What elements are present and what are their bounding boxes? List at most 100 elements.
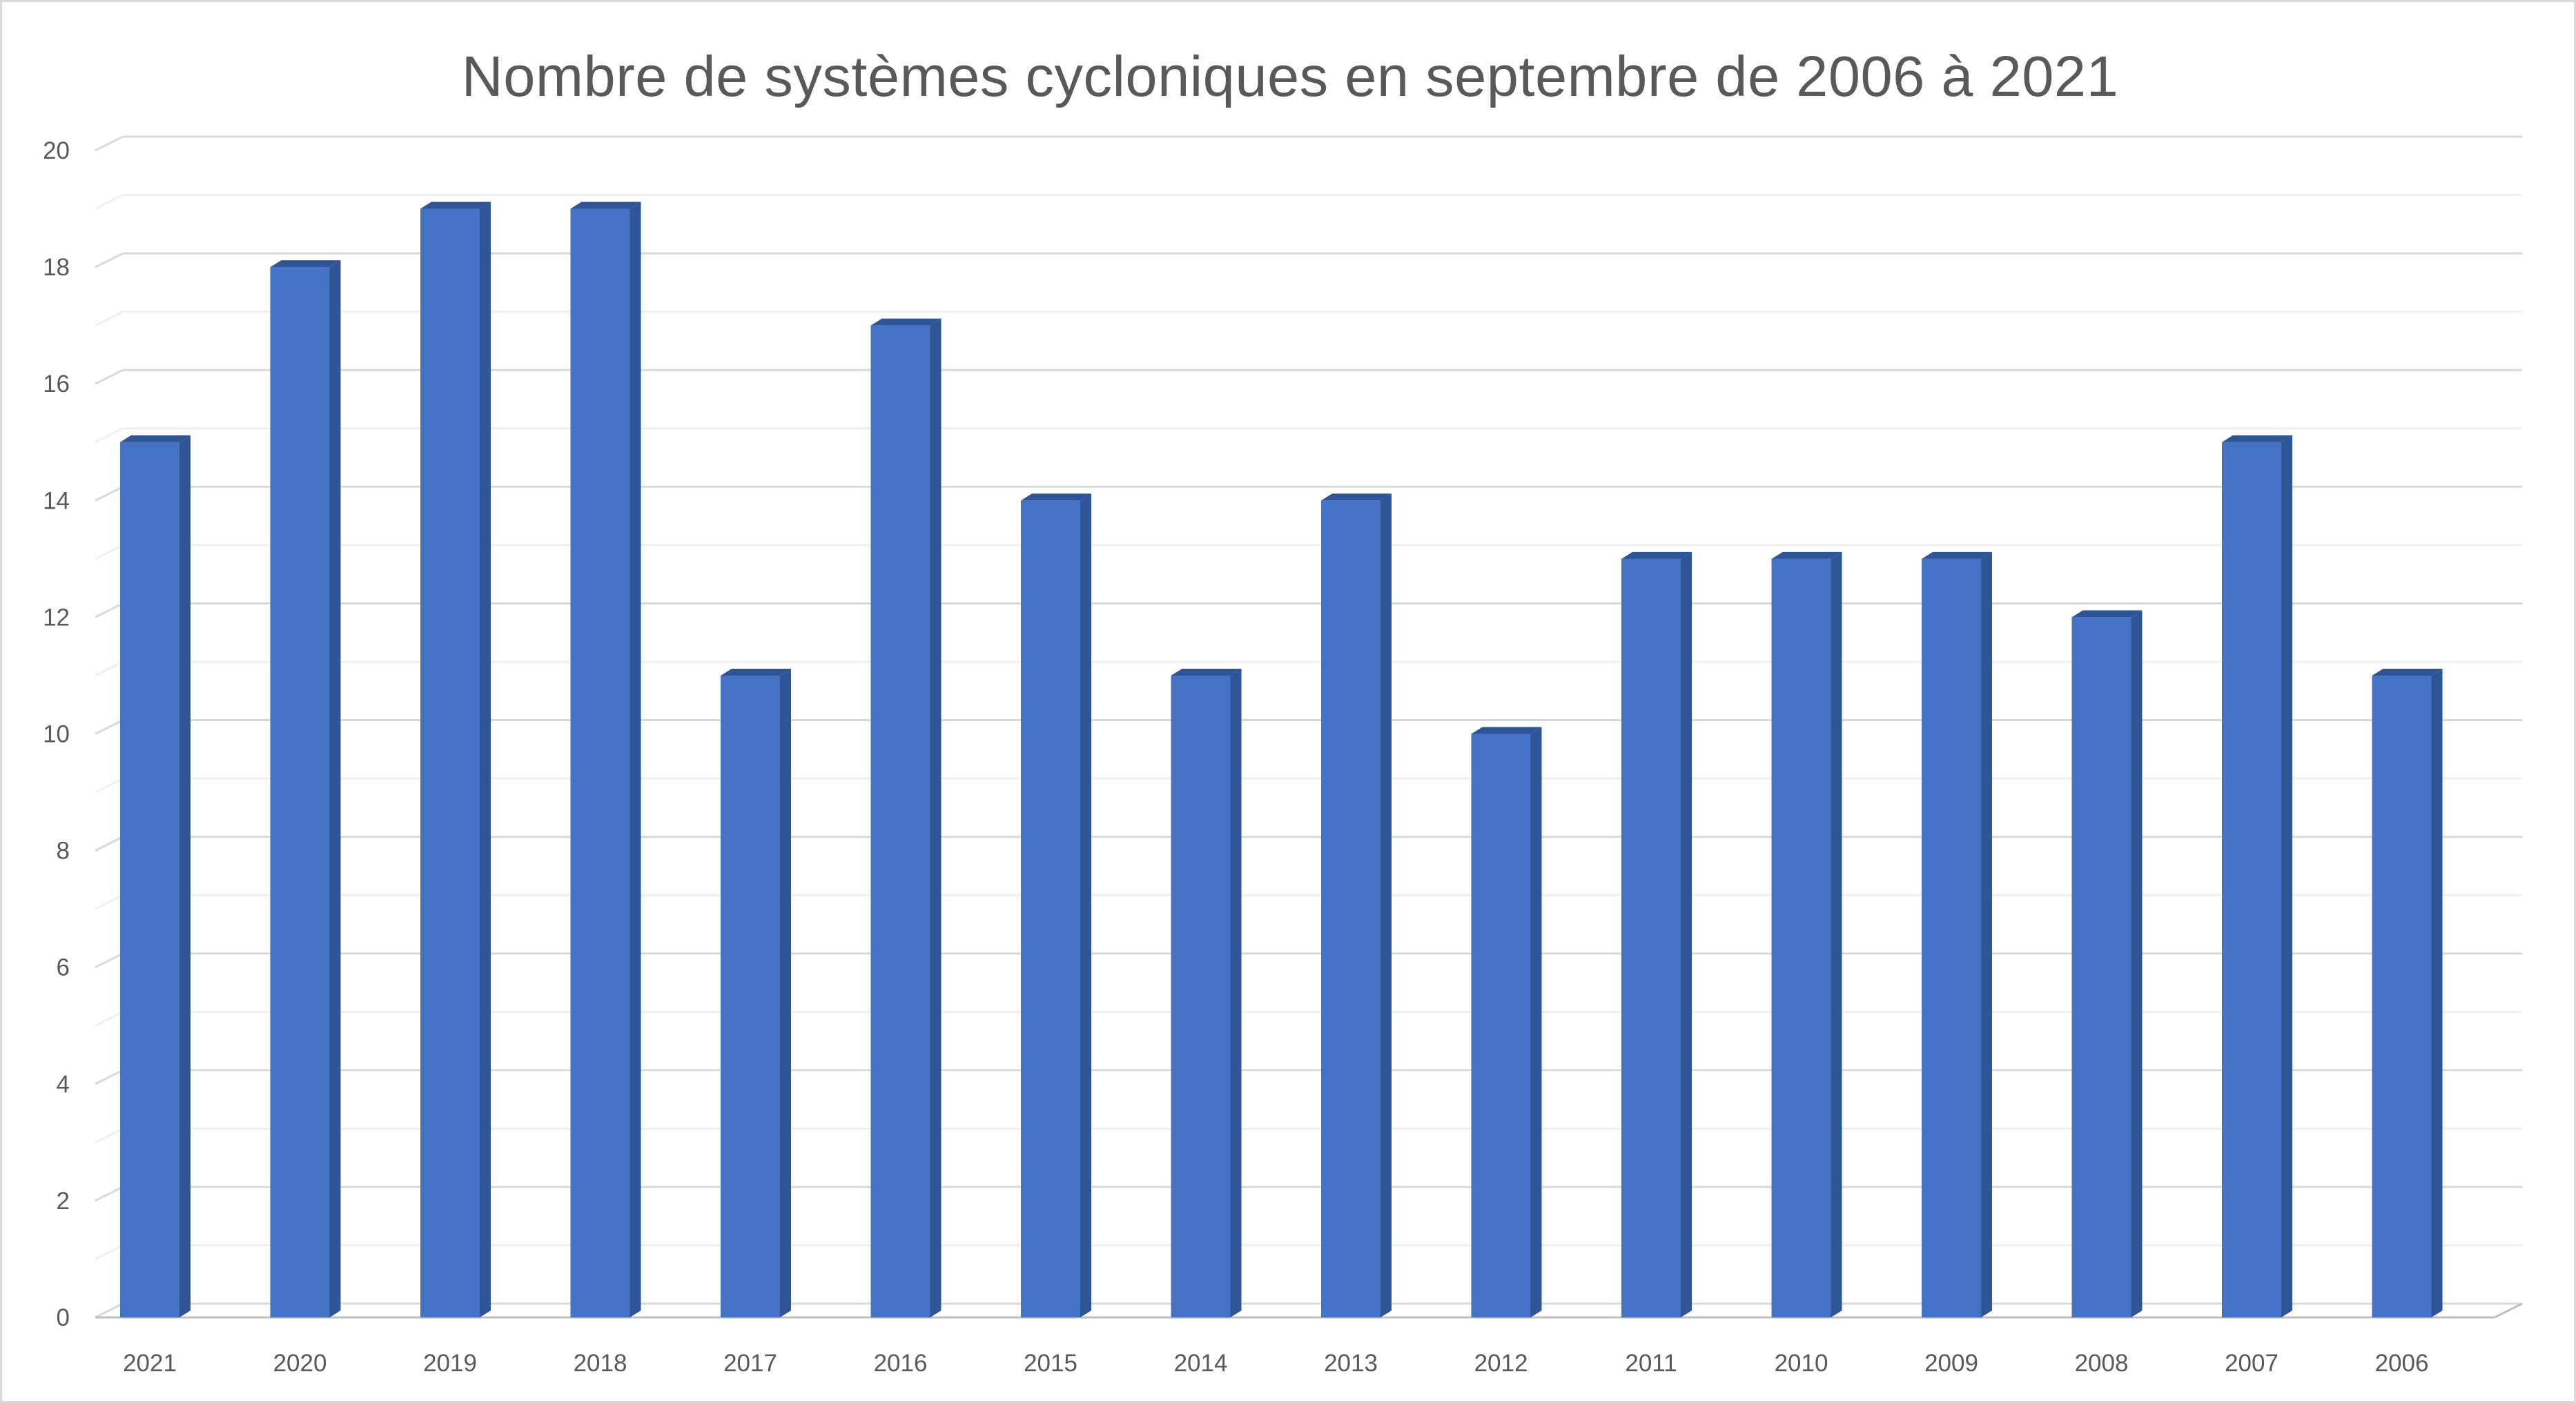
bar-top — [2372, 668, 2443, 676]
bar-front — [2222, 442, 2281, 1317]
y-tick-label: 8 — [57, 838, 70, 865]
bar-front — [1621, 558, 1681, 1317]
bar-front — [570, 208, 630, 1317]
bar-side — [179, 435, 191, 1317]
gridline-minor — [95, 1010, 124, 1027]
bar — [1922, 551, 1992, 1317]
y-tick-label: 4 — [57, 1071, 70, 1098]
y-tick-label: 16 — [43, 371, 70, 398]
gridline-major — [95, 1302, 124, 1319]
gridline-major — [95, 719, 124, 735]
gridline-minor — [95, 1244, 124, 1260]
gridline-minor — [95, 1128, 124, 1144]
bar — [1321, 493, 1392, 1317]
y-tick-label: 2 — [57, 1188, 70, 1215]
bar-top — [1621, 551, 1692, 559]
bar-front — [270, 267, 330, 1318]
bar-side — [930, 318, 941, 1317]
bar-top — [721, 668, 791, 676]
bar-side — [780, 668, 791, 1317]
y-tick-label: 10 — [43, 721, 70, 748]
bar-side — [630, 202, 641, 1317]
bar-side — [1981, 551, 1992, 1317]
bar-front — [1171, 675, 1231, 1317]
x-tick-label: 2015 — [1024, 1350, 1077, 1377]
x-tick-label: 2007 — [2225, 1350, 2279, 1377]
gridline-minor — [95, 660, 124, 677]
x-tick-label: 2016 — [874, 1350, 928, 1377]
gridline-major — [95, 135, 124, 152]
x-axis-depth-line — [2494, 1302, 2523, 1319]
gridline-major — [95, 952, 124, 969]
bar-top — [2222, 435, 2292, 442]
bar — [870, 318, 941, 1317]
gridline-minor — [95, 311, 124, 326]
gridline-major — [95, 485, 124, 502]
bar — [1621, 551, 1692, 1317]
bar — [420, 202, 491, 1317]
bar-side — [1681, 551, 1692, 1317]
bar-side — [480, 202, 491, 1317]
bar-front — [1321, 500, 1380, 1317]
bar-top — [1771, 551, 1842, 559]
chart-title: Nombre de systèmes cycloniques en septem… — [461, 44, 2119, 108]
x-tick-label: 2011 — [1625, 1350, 1677, 1377]
bar-side — [2281, 435, 2292, 1317]
bar-side — [1230, 668, 1242, 1317]
bar-top — [1021, 493, 1091, 501]
bar-top — [1321, 493, 1392, 501]
gridline-minor — [95, 427, 124, 444]
bar-top — [420, 202, 491, 209]
x-tick-label: 2018 — [574, 1350, 627, 1377]
bar-front — [870, 325, 930, 1317]
bar-side — [1080, 493, 1091, 1317]
bar — [2071, 610, 2143, 1317]
x-tick-label: 2010 — [1775, 1350, 1828, 1377]
bar — [1771, 551, 1842, 1317]
x-tick-label: 2012 — [1474, 1350, 1528, 1377]
x-tick-label: 2006 — [2375, 1350, 2429, 1377]
gridline-major — [95, 252, 124, 268]
gridline-major — [95, 836, 124, 852]
bar-top — [870, 318, 941, 326]
bar-top — [2071, 610, 2143, 618]
gridline-minor — [95, 194, 124, 210]
bar-front — [721, 675, 780, 1317]
bar-top — [570, 202, 641, 209]
gridline-major — [95, 369, 124, 385]
gridline-minor — [95, 894, 124, 910]
bar-front — [1771, 558, 1831, 1317]
bar-side — [329, 260, 341, 1318]
bar — [721, 668, 791, 1317]
x-tick-label: 2017 — [723, 1350, 777, 1377]
gridline-minor — [95, 544, 124, 560]
bar — [1471, 727, 1542, 1317]
bar-front — [1922, 558, 1981, 1317]
x-tick-label: 2009 — [1924, 1350, 1978, 1377]
bar-side — [1380, 493, 1392, 1317]
bar-top — [1471, 727, 1542, 734]
gridline-major — [95, 602, 124, 618]
y-tick-label: 18 — [43, 254, 70, 281]
bar-side — [2131, 610, 2143, 1317]
bar-front — [2372, 675, 2432, 1317]
bar-front — [120, 442, 179, 1317]
bar — [1021, 493, 1091, 1317]
gridline-minor — [95, 777, 124, 794]
bar — [1171, 668, 1242, 1317]
bar — [120, 435, 191, 1317]
bar — [2222, 435, 2292, 1317]
x-tick-label: 2013 — [1324, 1350, 1378, 1377]
bar-front — [1021, 500, 1080, 1317]
bar-front — [2071, 617, 2131, 1317]
x-tick-label: 2008 — [2075, 1350, 2129, 1377]
bar — [270, 260, 341, 1318]
x-tick-label: 2014 — [1174, 1350, 1228, 1377]
bars — [120, 202, 2443, 1318]
bar-top — [1171, 668, 1242, 676]
y-tick-label: 0 — [57, 1304, 70, 1331]
y-tick-label: 12 — [43, 604, 70, 631]
bar-top — [120, 435, 191, 442]
